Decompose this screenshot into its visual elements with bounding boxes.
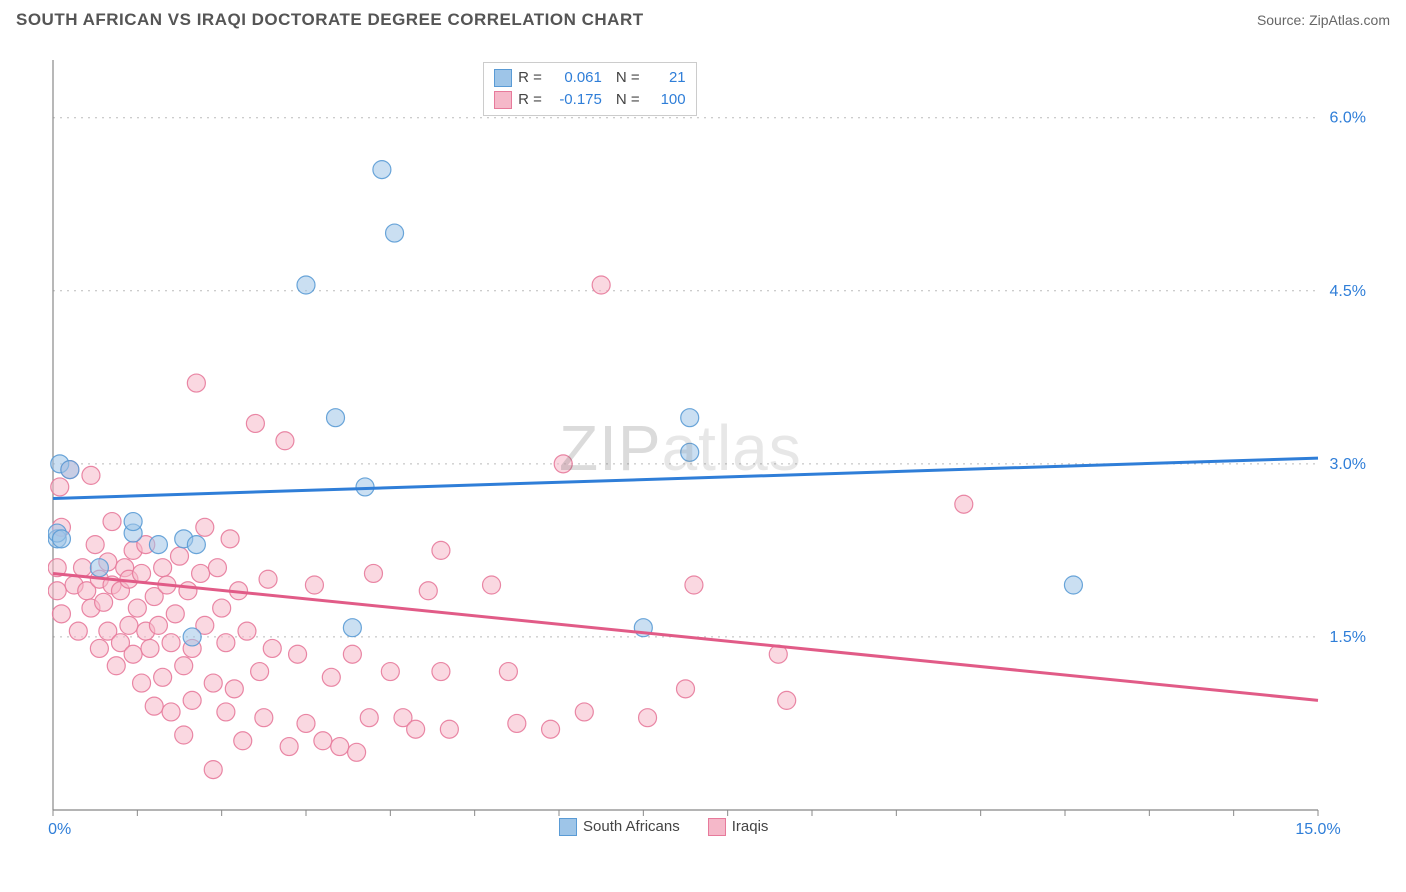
stats-legend: R =0.061N =21R =-0.175N =100 (483, 62, 697, 116)
svg-text:3.0%: 3.0% (1330, 456, 1366, 473)
series-legend-sa: South Africans (559, 818, 680, 836)
chart-container: SOUTH AFRICAN VS IRAQI DOCTORATE DEGREE … (0, 0, 1406, 892)
source-label: Source: ZipAtlas.com (1257, 12, 1390, 28)
svg-text:4.5%: 4.5% (1330, 283, 1366, 300)
series-legend: South Africans Iraqis (559, 818, 768, 836)
series-legend-iq: Iraqis (708, 818, 769, 836)
svg-text:0.0%: 0.0% (48, 821, 71, 838)
svg-text:1.5%: 1.5% (1330, 629, 1366, 646)
legend-swatch-icon (559, 818, 577, 836)
scatter-plot: 1.5% 3.0% 4.5% 6.0% 0.0% 15.0% (48, 50, 1378, 840)
legend-swatch-icon (494, 69, 512, 87)
legend-swatch-icon (708, 818, 726, 836)
legend-row-sa: R =0.061N =21 (494, 67, 686, 89)
svg-text:6.0%: 6.0% (1330, 110, 1366, 127)
chart-title: SOUTH AFRICAN VS IRAQI DOCTORATE DEGREE … (16, 10, 644, 30)
legend-swatch-icon (494, 91, 512, 109)
legend-row-iq: R =-0.175N =100 (494, 89, 686, 111)
svg-text:15.0%: 15.0% (1295, 821, 1340, 838)
